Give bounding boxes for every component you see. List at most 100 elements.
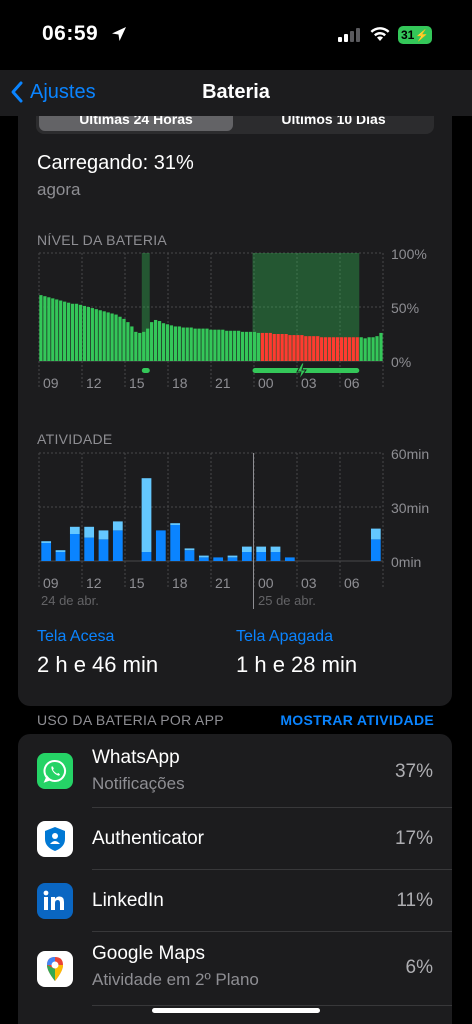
battery-bar — [280, 334, 284, 361]
activity-chart[interactable]: 60min 30min 0min 09 12 15 18 21 00 03 06 24 de … — [18, 446, 452, 611]
battery-bar — [126, 322, 130, 361]
battery-bar — [288, 335, 292, 361]
battery-bar — [106, 312, 110, 361]
app-usage-header: USO DA BATERIA POR APP — [37, 712, 224, 728]
divider — [92, 807, 452, 808]
battery-bar — [197, 328, 201, 361]
screen-off-bar — [84, 526, 95, 538]
app-row-whatsapp[interactable]: WhatsApp Notificações 37% — [18, 734, 452, 808]
app-row-google-maps[interactable]: Google Maps Atividade em 2º Plano 6% — [18, 932, 452, 1006]
x-tick-label: 06 — [344, 575, 360, 591]
battery-bar — [118, 316, 122, 361]
activity-label: ATIVIDADE — [37, 431, 113, 447]
x-tick-label: 09 — [43, 575, 59, 591]
battery-bar — [78, 304, 83, 361]
screen-off-bar — [241, 546, 252, 552]
battery-bar — [312, 336, 316, 361]
battery-bar — [237, 330, 241, 361]
battery-bar — [284, 334, 288, 361]
battery-bar — [335, 337, 340, 361]
battery-card: Últimas 24 Horas Últimos 10 Dias Carrega… — [18, 116, 452, 706]
battery-bar — [248, 331, 253, 361]
battery-bar — [90, 308, 94, 361]
screen-on-value: 2 h e 46 min — [37, 652, 159, 677]
screen-on-bar — [241, 552, 252, 561]
chevron-left-icon — [11, 81, 23, 103]
screen-on-bar — [155, 530, 166, 561]
app-subtitle: Notificações — [92, 774, 185, 793]
battery-bar — [51, 298, 55, 361]
tab-last-24-hours[interactable]: Últimas 24 Horas — [39, 116, 233, 131]
status-time: 06:59 — [42, 22, 99, 45]
battery-bar — [185, 327, 189, 361]
screen-off-bar — [98, 530, 109, 540]
battery-bar — [320, 337, 324, 361]
battery-level-chart[interactable]: 100% 50% 0% 09 12 15 18 21 00 03 06 — [18, 246, 452, 411]
home-indicator — [152, 1008, 320, 1013]
battery-bar — [59, 300, 63, 361]
screen-on-bar — [41, 543, 52, 561]
battery-bar — [268, 332, 272, 361]
battery-bar — [102, 311, 106, 361]
battery-bar — [94, 309, 98, 361]
battery-bar — [142, 331, 146, 361]
show-activity-button[interactable]: MOSTRAR ATIVIDADE — [280, 712, 434, 728]
x-tick-label: 09 — [43, 375, 59, 391]
screen-off-bar — [170, 523, 181, 525]
battery-bar — [110, 313, 114, 361]
battery-bar — [217, 329, 221, 361]
y-tick-0: 0% — [391, 354, 411, 370]
battery-bar — [331, 337, 336, 361]
battery-bar — [363, 338, 367, 361]
tab-last-10-days[interactable]: Últimos 10 Dias — [281, 116, 386, 127]
back-button[interactable]: Ajustes — [10, 80, 96, 104]
battery-bar — [98, 310, 102, 361]
battery-bar — [55, 299, 59, 361]
screen-on-bar — [370, 539, 381, 561]
screen-off-bar — [270, 546, 281, 552]
battery-icon: 31 ⚡ — [398, 26, 432, 44]
battery-bar — [157, 321, 162, 361]
battery-bar — [316, 336, 320, 361]
screen-off-bar — [370, 528, 381, 540]
wifi-icon — [370, 27, 390, 41]
screen-on-bar — [284, 557, 295, 561]
app-name: WhatsApp — [92, 747, 180, 768]
x-tick-label: 12 — [86, 575, 102, 591]
screen-on-bar — [69, 534, 80, 561]
battery-level: 31 — [401, 28, 415, 42]
battery-bar — [74, 303, 79, 361]
screen-on-bar — [98, 539, 109, 561]
battery-bar — [177, 326, 181, 361]
app-row-authenticator[interactable]: Authenticator 17% — [18, 808, 452, 870]
battery-bar — [189, 327, 193, 361]
screen-off-value: 1 h e 28 min — [236, 652, 358, 677]
battery-bar — [355, 337, 359, 361]
battery-bar — [351, 337, 355, 361]
screen-on-bar — [198, 557, 209, 561]
x-tick-label: 18 — [172, 575, 188, 591]
screen-off-bar — [55, 550, 66, 552]
battery-bar — [359, 337, 363, 361]
battery-bar — [138, 332, 142, 361]
battery-bar — [367, 337, 371, 361]
app-row-linkedin[interactable]: LinkedIn 11% — [18, 870, 452, 932]
screen-on-bar — [213, 557, 224, 561]
authenticator-icon — [37, 821, 73, 857]
x-tick-label: 00 — [258, 575, 274, 591]
battery-level-label: NÍVEL DA BATERIA — [37, 232, 168, 248]
divider — [92, 931, 452, 932]
status-bar: 06:59 31 ⚡ — [0, 0, 472, 70]
battery-bar — [229, 330, 233, 361]
battery-bar — [146, 328, 150, 361]
battery-bar — [122, 318, 126, 361]
screen-on-bar — [170, 525, 181, 561]
battery-bar — [264, 332, 268, 361]
screen-on-bar — [55, 552, 66, 561]
app-name: Google Maps — [92, 943, 206, 964]
screen-off-bar — [141, 478, 152, 552]
battery-bar — [292, 335, 296, 361]
battery-bar — [252, 331, 257, 361]
battery-bar — [193, 328, 197, 361]
battery-bar — [66, 302, 71, 361]
